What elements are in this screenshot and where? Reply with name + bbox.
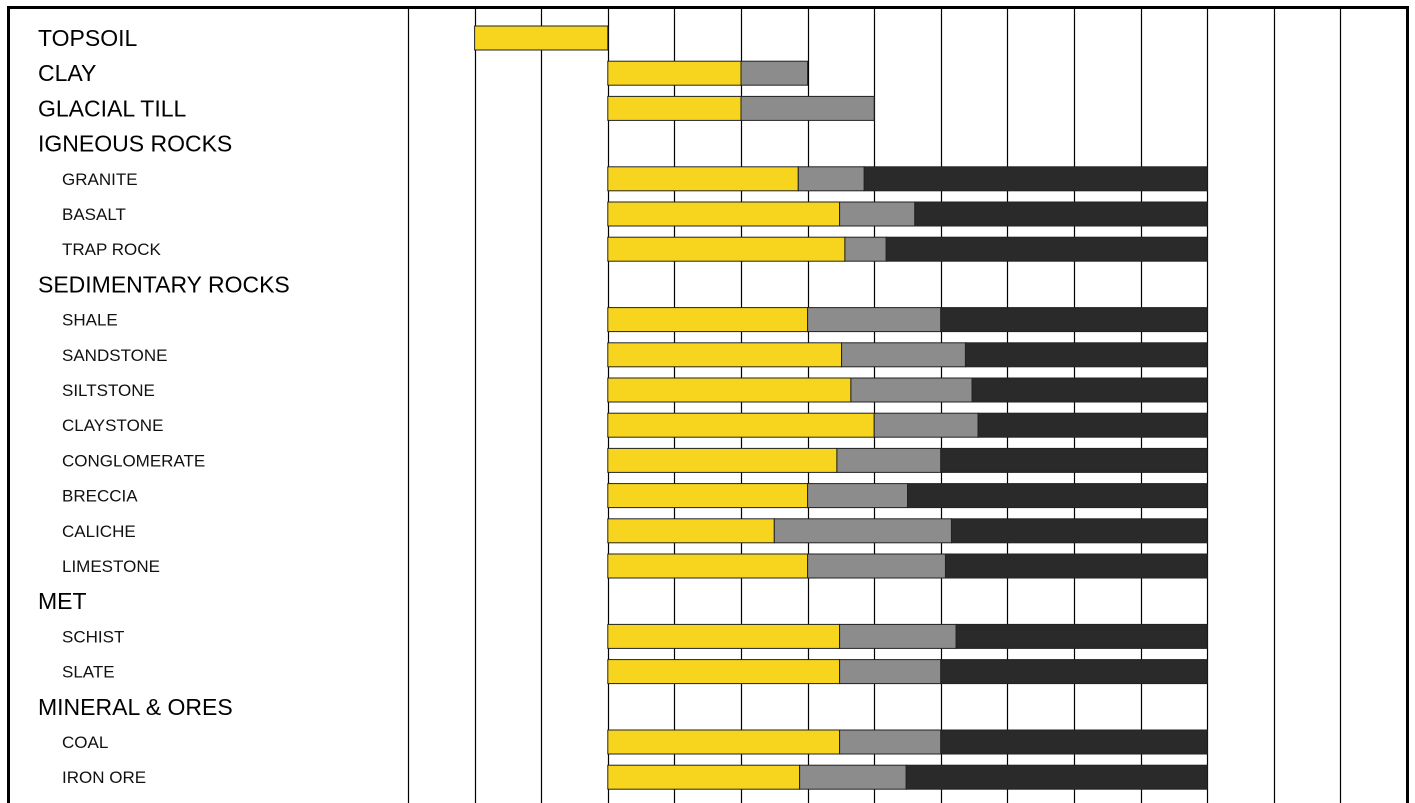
bar-granite-gray [797,166,865,192]
bar-breccia-yellow [607,483,809,509]
bar-clay-yellow [607,60,742,86]
bar-conglomerate-yellow [607,447,838,473]
bar-slate-gray [839,659,942,685]
row-label-shale: SHALE [62,311,118,330]
row-labels: TOPSOIL CLAY GLACIAL TILL IGNEOUS ROCKS GRAN… [38,25,290,787]
bar-caliche-yellow [607,518,775,544]
bar-conglomerate-dark [940,447,1208,473]
row-label-schist: SCHIST [62,627,124,646]
bar-iron-ore-gray [799,764,907,790]
bar-siltstone-gray [850,377,973,403]
bar-basalt-gray [839,201,916,227]
bar-siltstone-dark [971,377,1208,403]
bar-coal-gray [839,729,942,755]
bar-shale-dark [940,307,1208,333]
bar-claystone-gray [873,412,979,438]
bar-limestone-dark [944,553,1208,579]
bar-shale-yellow [607,307,809,333]
bar-topsoil-yellow [474,25,609,51]
row-label-mineral-ores: MINERAL & ORES [38,694,233,720]
bar-sandstone-yellow [607,342,843,368]
bar-trap-rock-yellow [607,236,846,262]
row-label-coal: COAL [62,733,108,752]
bar-caliche-gray [773,518,952,544]
bar-granite-yellow [607,166,799,192]
bar-iron-ore-yellow [607,764,801,790]
row-label-sandstone: SANDSTONE [62,346,168,365]
bar-breccia-dark [907,483,1208,509]
row-label-igneous-rocks: IGNEOUS ROCKS [38,131,232,157]
row-label-clay: CLAY [38,60,96,86]
bar-schist-dark [955,623,1208,649]
bar-caliche-dark [950,518,1208,544]
bar-siltstone-yellow [607,377,852,403]
bar-slate-dark [940,659,1208,685]
row-label-granite: GRANITE [62,170,138,189]
bar-schist-gray [839,623,957,649]
bar-clay-gray [740,60,809,86]
bar-glacial-till-yellow [607,95,742,121]
row-label-siltstone: SILTSTONE [62,381,155,400]
row-label-limestone: LIMESTONE [62,557,160,576]
row-label-basalt: BASALT [62,205,126,224]
bar-sandstone-dark [964,342,1208,368]
bar-slate-yellow [607,659,841,685]
bar-sandstone-gray [841,342,966,368]
row-label-caliche: CALICHE [62,522,136,541]
row-label-topsoil: TOPSOIL [38,25,137,51]
bar-basalt-yellow [607,201,841,227]
row-label-conglomerate: CONGLOMERATE [62,451,205,470]
row-label-iron-ore: IRON ORE [62,768,146,787]
row-label-glacial-till: GLACIAL TILL [38,95,187,121]
bar-trap-rock-dark [885,236,1208,262]
bar-claystone-dark [977,412,1208,438]
bars [474,25,1208,790]
row-label-claystone: CLAYSTONE [62,416,163,435]
bar-claystone-yellow [607,412,875,438]
bar-limestone-yellow [607,553,809,579]
bar-coal-yellow [607,729,841,755]
bar-trap-rock-gray [844,236,887,262]
row-label-slate: SLATE [62,663,115,682]
row-label-breccia: BRECCIA [62,487,138,506]
bar-limestone-gray [807,553,946,579]
bar-conglomerate-gray [836,447,942,473]
bar-glacial-till-gray [740,95,875,121]
row-label-met: MET [38,588,87,614]
bar-granite-dark [863,166,1208,192]
bar-iron-ore-dark [905,764,1208,790]
bar-shale-gray [807,307,942,333]
row-label-sedimentary-rocks: SEDIMENTARY ROCKS [38,271,290,297]
bar-basalt-dark [914,201,1208,227]
bar-coal-dark [940,729,1208,755]
bar-breccia-gray [807,483,908,509]
bar-schist-yellow [607,623,841,649]
row-label-trap-rock: TRAP ROCK [62,240,162,259]
